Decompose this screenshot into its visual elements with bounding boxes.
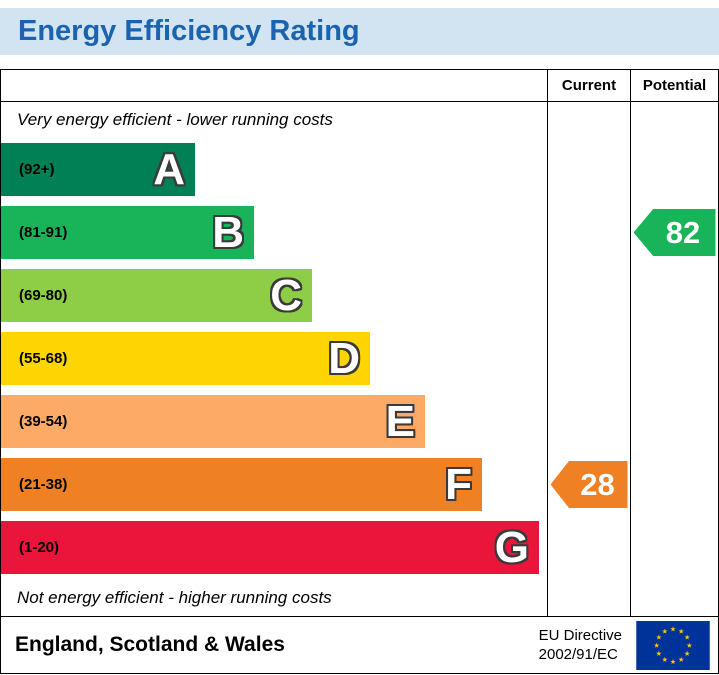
current-cell-d (547, 327, 630, 390)
potential-cell-a (630, 138, 718, 201)
current-rating-value: 28 (580, 466, 615, 502)
current-cell-f: 28 (547, 453, 630, 516)
potential-rating-arrow: 82 (633, 209, 716, 256)
band-letter: B (212, 207, 244, 257)
current-cell-topnote (547, 102, 630, 138)
eu-directive-label: EU Directive 2002/91/EC (539, 626, 622, 665)
band-bar-a: (92+) A (1, 143, 195, 196)
band-letter: E (385, 396, 415, 446)
current-cell-bottomnote (547, 579, 630, 616)
band-row-g: (1-20) G (1, 516, 547, 579)
band-letter: C (270, 270, 302, 320)
band-row-a: (92+) A (1, 138, 547, 201)
band-letter: D (328, 333, 360, 383)
potential-cell-c (630, 264, 718, 327)
band-range: (69-80) (19, 287, 68, 304)
band-bar-d: (55-68) D (1, 332, 370, 385)
potential-rating-value: 82 (665, 214, 701, 250)
region-label: England, Scotland & Wales (15, 633, 285, 656)
eu-directive-line1: EU Directive (538, 626, 622, 644)
current-cell-e (547, 390, 630, 453)
band-bar-e: (39-54) E (1, 395, 425, 448)
band-row-e: (39-54) E (1, 390, 547, 453)
top-note: Very energy efficient - lower running co… (17, 110, 333, 129)
band-letter: F (445, 459, 472, 509)
band-bar-c: (69-80) C (1, 269, 312, 322)
band-bar-b: (81-91) B (1, 206, 254, 259)
page-title: Energy Efficiency Rating (0, 8, 719, 55)
band-bar-f: (21-38) F (1, 458, 482, 511)
band-range: (81-91) (19, 224, 68, 241)
current-column-header: Current (547, 70, 630, 102)
eu-flag-icon (636, 620, 710, 670)
current-cell-a (547, 138, 630, 201)
band-range: (39-54) (19, 413, 68, 430)
band-range: (21-38) (19, 476, 68, 493)
current-cell-b (547, 201, 630, 264)
band-row-d: (55-68) D (1, 327, 547, 390)
potential-cell-e (630, 390, 718, 453)
potential-cell-topnote (630, 102, 718, 138)
band-letter: A (153, 144, 185, 194)
band-row-f: (21-38) F (1, 453, 547, 516)
band-row-c: (69-80) C (1, 264, 547, 327)
band-row-b: (81-91) B (1, 201, 547, 264)
potential-cell-g (630, 516, 718, 579)
band-range: (1-20) (19, 539, 60, 556)
header-spacer (1, 70, 547, 102)
current-cell-c (547, 264, 630, 327)
potential-cell-bottomnote (630, 579, 718, 616)
bottom-note: Not energy efficient - higher running co… (17, 587, 332, 607)
band-range: (55-68) (19, 350, 68, 367)
band-bar-g: (1-20) G (1, 521, 539, 574)
energy-rating-chart: Current Potential Very energy efficient … (0, 69, 719, 617)
current-cell-g (547, 516, 630, 579)
band-letter: G (494, 522, 529, 572)
eu-directive-line2: 2002/91/EC (538, 646, 618, 663)
rating-grid: Current Potential Very energy efficient … (1, 70, 718, 616)
potential-cell-f (630, 453, 718, 516)
potential-cell-d (630, 327, 718, 390)
potential-column-header: Potential (630, 70, 718, 102)
footer: England, Scotland & Wales EU Directive 2… (0, 617, 719, 674)
current-rating-arrow: 28 (550, 461, 628, 508)
band-range: (92+) (19, 161, 55, 178)
potential-cell-b: 82 (630, 201, 718, 264)
